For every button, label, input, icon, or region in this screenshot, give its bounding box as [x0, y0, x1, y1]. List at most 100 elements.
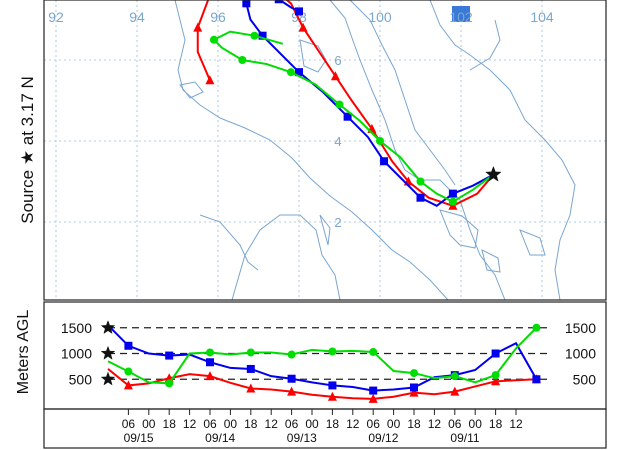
- height-point-green: [491, 371, 500, 380]
- height-point-green: [206, 348, 214, 357]
- map-point-red: [193, 22, 203, 32]
- map-point-blue: [274, 0, 283, 4]
- height-point-green: [369, 347, 378, 356]
- map-point-red: [330, 71, 340, 81]
- height-point-red: [123, 380, 133, 390]
- height-point-blue: [369, 386, 378, 395]
- map-point-blue: [380, 157, 389, 166]
- x-tick-label: 06: [122, 417, 136, 431]
- lat-tick-label: 4: [334, 134, 341, 149]
- x-tick-label: 18: [489, 417, 503, 431]
- y-tick-label: 500: [69, 371, 93, 387]
- map-point-blue: [258, 31, 267, 40]
- height-point-green: [287, 350, 296, 359]
- height-panel: Meters AGL 1500 1000 500 1500 1000 500: [15, 301, 607, 410]
- map-gridlines: [44, 0, 606, 300]
- x-tick-label: 00: [224, 417, 238, 431]
- map-point-green: [250, 31, 259, 40]
- time-axis-frame: [43, 408, 607, 449]
- height-trajectory-red: [107, 368, 537, 400]
- x-tick-label: 18: [407, 417, 421, 431]
- height-point-green: [532, 323, 541, 332]
- x-tick-label: 00: [142, 417, 156, 431]
- height-point-blue: [532, 375, 541, 384]
- map-point-blue: [343, 112, 352, 121]
- x-tick-label: 06: [285, 417, 299, 431]
- map-point-blue: [295, 7, 303, 16]
- map-point-green: [335, 100, 344, 109]
- height-point-red: [327, 391, 337, 401]
- date-label: 09/12: [368, 431, 398, 445]
- height-point-blue: [328, 381, 337, 390]
- height-frame: [43, 301, 607, 410]
- map-point-red: [298, 22, 308, 32]
- lon-tick-label: 92: [48, 9, 64, 25]
- date-label: 09/14: [205, 431, 235, 445]
- height-point-red: [409, 387, 419, 397]
- x-tick-label: 06: [367, 417, 381, 431]
- height-point-blue: [287, 374, 296, 383]
- height-point-blue: [410, 383, 418, 392]
- lon-tick-label: 104: [530, 9, 554, 25]
- map-trajectory-blue: [245, 0, 494, 207]
- height-point-green: [124, 367, 133, 376]
- map-trajectory-red: [196, 0, 495, 207]
- height-point-red: [287, 386, 297, 396]
- x-tick-label: 00: [387, 417, 401, 431]
- height-point-blue: [206, 358, 214, 367]
- height-point-red: [246, 383, 256, 393]
- lon-highlight: [452, 6, 470, 22]
- x-tick-label: 12: [346, 417, 360, 431]
- height-point-blue: [246, 364, 255, 373]
- date-label: 09/13: [287, 431, 317, 445]
- x-tick-label: 18: [326, 417, 340, 431]
- y-axis-label: Meters AGL: [15, 310, 32, 395]
- height-reference-lines: [108, 327, 548, 380]
- x-tick-label: 12: [265, 417, 279, 431]
- y-tick-labels-left: 1500 1000 500: [61, 320, 92, 388]
- side-label-text: Source ★ at 3.17 N: [18, 76, 37, 224]
- coastline: [174, 0, 576, 300]
- height-source-stars: [100, 320, 116, 386]
- x-tick-label: 00: [469, 417, 483, 431]
- source-star-icon: [485, 165, 502, 182]
- y-tick-labels-right: 1500 1000 500: [565, 320, 596, 388]
- height-point-green: [246, 348, 255, 357]
- height-trajectory-blue: [107, 324, 538, 392]
- y-tick-label-right: 1000: [565, 346, 596, 362]
- lon-tick-label: 102: [449, 9, 473, 25]
- height-point-green: [328, 347, 337, 356]
- map-frame: [43, 0, 607, 301]
- map-point-green: [238, 56, 247, 64]
- x-tick-label: 00: [305, 417, 319, 431]
- height-point-red: [491, 376, 501, 386]
- lon-tick-label: 94: [129, 9, 145, 25]
- x-tick-label: 06: [448, 417, 462, 431]
- x-tick-label: 12: [509, 417, 523, 431]
- y-tick-label-right: 500: [573, 371, 597, 387]
- x-tick-label: 06: [203, 417, 217, 431]
- map-point-blue: [242, 0, 251, 8]
- height-point-green: [165, 379, 174, 388]
- height-point-blue: [124, 341, 133, 350]
- height-point-blue: [491, 349, 500, 358]
- map-point-green: [416, 177, 425, 186]
- source-star: [485, 165, 502, 182]
- height-source-star: [100, 371, 116, 386]
- time-axis: 06 00 18 12 06 00 18 12 06 00 18 12 06 00 18 12 06 00 18 12…: [43, 408, 607, 449]
- y-tick-label-right: 1500: [565, 320, 596, 336]
- y-tick-label: 1500: [61, 320, 92, 336]
- map-point-blue: [448, 189, 457, 198]
- lon-tick-label: 96: [210, 9, 226, 25]
- height-source-star: [100, 345, 116, 360]
- map-trajectory-green: [212, 30, 494, 203]
- map-trajectories: [193, 0, 495, 210]
- lat-tick-label: 6: [334, 53, 341, 68]
- x-tick-label: 18: [163, 417, 177, 431]
- map-point-green: [286, 68, 295, 77]
- height-point-red: [368, 393, 378, 403]
- map-point-red: [205, 75, 215, 85]
- height-point-blue: [165, 351, 174, 360]
